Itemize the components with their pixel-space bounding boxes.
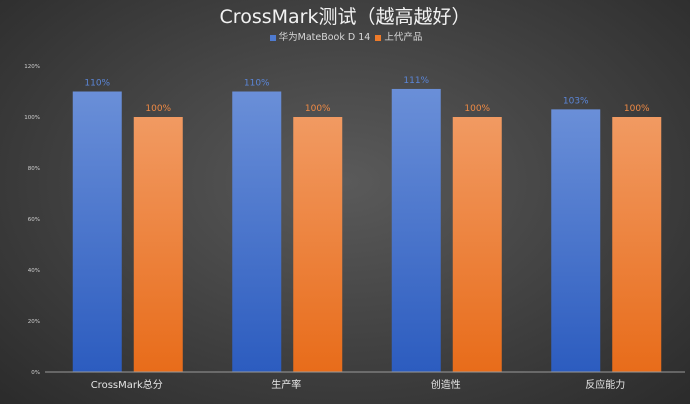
x-tick-label: CrossMark总分 <box>91 378 163 391</box>
y-tick-label: 80% <box>28 166 40 172</box>
bar <box>293 117 343 372</box>
bar <box>232 91 282 372</box>
x-tick-label: 反应能力 <box>585 378 625 391</box>
chart-title: CrossMark测试（越高越好） <box>219 6 471 28</box>
data-label: 103% <box>563 96 589 106</box>
legend-swatch-series-2 <box>375 34 382 41</box>
bar <box>133 117 183 372</box>
y-tick-label: 20% <box>28 319 40 325</box>
y-tick-label: 40% <box>28 268 40 274</box>
y-tick-label: 0% <box>31 370 40 376</box>
data-label: 110% <box>84 79 110 89</box>
legend-label-series-1: 华为MateBook D 14 <box>278 32 371 43</box>
y-tick-label: 60% <box>28 217 40 223</box>
data-label: 100% <box>145 104 171 114</box>
legend: 华为MateBook D 14 上代产品 <box>0 29 690 43</box>
y-tick-label: 120% <box>24 64 40 70</box>
data-label: 111% <box>403 76 429 86</box>
data-label: 110% <box>244 79 270 89</box>
bar <box>72 91 122 372</box>
bar <box>612 117 662 372</box>
bar <box>551 109 601 372</box>
data-label: 100% <box>305 104 331 114</box>
legend-swatch-series-1 <box>269 34 276 41</box>
x-tick-label: 创造性 <box>431 378 461 391</box>
data-label: 100% <box>464 104 490 114</box>
y-tick-label: 100% <box>24 115 40 121</box>
bar <box>391 88 441 372</box>
legend-label-series-2: 上代产品 <box>384 32 423 43</box>
data-label: 100% <box>624 104 650 114</box>
bar <box>452 117 502 372</box>
x-tick-label: 生产率 <box>271 378 301 391</box>
